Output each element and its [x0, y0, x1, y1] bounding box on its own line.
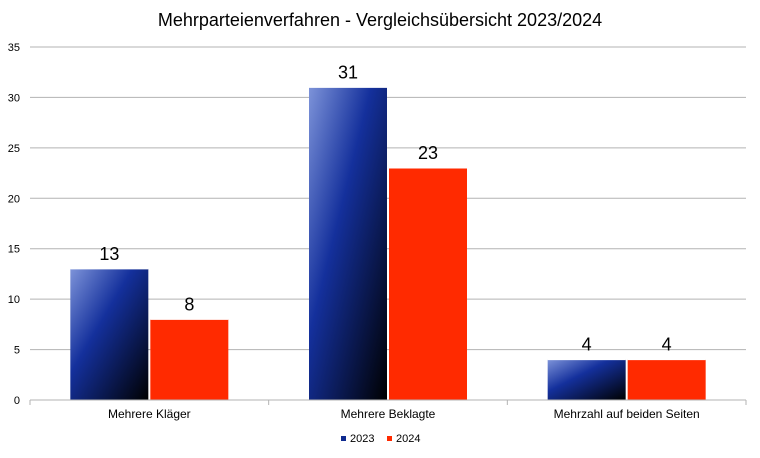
legend-label: 2023	[350, 433, 374, 445]
gridlines	[30, 46, 746, 351]
bar-2024	[150, 319, 229, 400]
legend-swatch-2023	[341, 436, 346, 441]
y-tick-label: 30	[8, 92, 20, 104]
y-tick-label: 20	[8, 193, 20, 205]
y-tick-label: 15	[8, 244, 20, 256]
x-tick-label: Mehrere Beklagte	[341, 407, 436, 421]
data-labels: 13 8 31 23 4 4	[99, 62, 671, 354]
x-axis: Mehrere Kläger Mehrere Beklagte Mehrzahl a…	[29, 399, 747, 421]
data-label: 23	[418, 143, 438, 163]
y-tick-label: 0	[14, 395, 20, 407]
y-axis: 0 5 10 15 20 25 30 35	[8, 42, 20, 407]
data-label: 13	[99, 244, 119, 264]
data-label: 8	[184, 294, 194, 314]
bar-2024	[389, 168, 467, 400]
data-label: 4	[582, 335, 592, 355]
y-tick-label: 10	[8, 294, 20, 306]
x-tick-label: Mehrzahl auf beiden Seiten	[554, 407, 700, 421]
bar-2024	[627, 359, 706, 400]
chart-title: Mehrparteienverfahren - Vergleichsübersi…	[158, 10, 602, 30]
x-tick-label: Mehrere Kläger	[108, 407, 191, 421]
y-tick-label: 25	[8, 143, 20, 155]
y-tick-label: 5	[14, 345, 20, 357]
legend-label: 2024	[396, 433, 420, 445]
legend: 2023 2024	[341, 433, 420, 445]
data-label: 4	[662, 335, 672, 355]
legend-swatch-2024	[387, 436, 392, 441]
bar-2023	[309, 87, 387, 400]
bar-2023	[547, 359, 626, 400]
data-label: 31	[338, 62, 358, 82]
bars	[70, 86, 706, 400]
bar-2023	[70, 268, 149, 400]
y-tick-label: 35	[8, 42, 20, 54]
